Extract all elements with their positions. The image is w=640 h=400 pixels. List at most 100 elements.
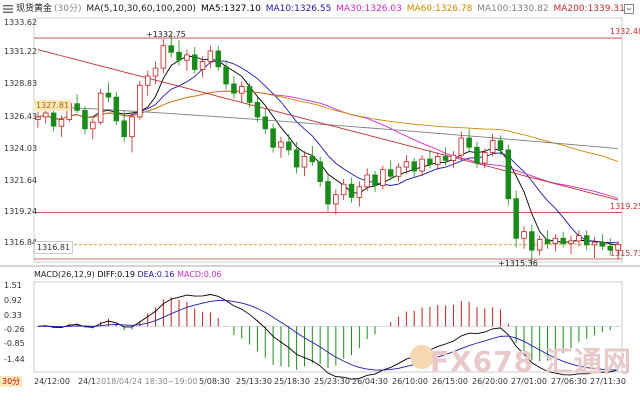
candle-body [254, 102, 261, 118]
candle [419, 155, 425, 177]
candle-body [348, 183, 355, 198]
candle-body [144, 75, 151, 86]
candle [356, 181, 363, 207]
candle-body [419, 158, 425, 172]
price-tick-0: 1333.62 [4, 18, 38, 27]
macd-diff: DIFF:0.19 [97, 270, 135, 279]
candle-body [301, 156, 308, 168]
candle [560, 231, 566, 248]
price-tick-2: 1328.83 [4, 79, 38, 88]
candle-body [458, 137, 465, 156]
candle-body [403, 161, 410, 168]
candle [576, 230, 582, 247]
x-tick-1: 24/1 [78, 377, 96, 386]
x-tick-4: 25/13:30 [236, 377, 272, 386]
ma-params: MA(5,10,30,60,100,200) [86, 4, 197, 14]
candle [207, 45, 214, 69]
candle-body [191, 54, 198, 70]
candle [583, 230, 590, 251]
macd-legend-bar: MACD(26,12,9) DIFF:0.19 DEA:0.16 MACD:0.… [34, 268, 640, 282]
price-tick-6: 1319.24 [4, 207, 38, 216]
candle-body [442, 156, 449, 161]
candle-body [246, 86, 253, 103]
candle [607, 238, 613, 256]
candle [144, 70, 151, 96]
candle [129, 112, 135, 153]
candle-body [474, 146, 480, 164]
candle [301, 151, 308, 177]
watermark-logo-icon [410, 345, 434, 369]
candle-body [568, 240, 574, 244]
candle [591, 236, 598, 259]
x-tick-10: 26/20:00 [472, 377, 508, 386]
candle [505, 144, 512, 206]
candle-body [536, 239, 543, 251]
macd-tick-5: -1.44 [4, 355, 25, 364]
candle-body [356, 186, 363, 198]
ma30-value: MA30:1326.03 [336, 4, 402, 14]
candle-body [497, 140, 504, 151]
candle-body [450, 154, 457, 161]
candle [176, 40, 182, 66]
menu-icon[interactable] [3, 4, 13, 14]
candle-body [50, 112, 57, 127]
candle [262, 109, 269, 135]
candle [191, 47, 198, 74]
candle [568, 235, 574, 255]
candle-body [286, 141, 292, 151]
candle-body [340, 183, 347, 196]
x-tick-13: 27/11:30 [590, 377, 626, 386]
collapse-icon[interactable] [624, 4, 634, 14]
candle-body [262, 116, 269, 130]
candle-body [223, 66, 229, 85]
watermark: FX678 汇通网 [430, 345, 632, 378]
left-badge-top: 1327.81 [34, 100, 72, 111]
right-mid-level: 1319.25 [610, 202, 640, 211]
candle-body [364, 174, 370, 188]
candle-body [137, 84, 143, 118]
price-plot-frame [33, 17, 623, 263]
candle [552, 234, 559, 252]
candle [474, 141, 480, 169]
candle [215, 45, 221, 71]
candle-body [97, 92, 104, 123]
candle-body [184, 54, 190, 61]
candle-body [231, 83, 237, 94]
candle-body [90, 121, 96, 130]
candle-body [544, 239, 551, 244]
candle-body [427, 158, 433, 165]
candle-body [113, 96, 120, 122]
candle-body [380, 169, 386, 186]
price-tick-7: 1316.84 [4, 238, 38, 247]
candle [58, 115, 65, 137]
candle-body [215, 50, 221, 68]
ma10-value: MA10:1326.55 [265, 4, 332, 14]
high-marker: +1332.75 [146, 30, 186, 39]
candle [450, 151, 457, 169]
candle [184, 49, 190, 71]
candle [427, 149, 433, 169]
price-tick-3: 1326.43 [4, 112, 38, 121]
candle-body [482, 152, 488, 164]
candle-body [160, 45, 167, 69]
timeframe-selector[interactable]: 30分 [0, 376, 23, 387]
candle-body [583, 235, 590, 246]
candle-body [270, 128, 276, 148]
macd-tick-2: 0.33 [4, 311, 22, 320]
candle-body [529, 231, 535, 251]
candle [615, 240, 621, 260]
candle [286, 134, 292, 156]
ma-legend-bar: 现货黄金 (30分) MA(5,10,30,60,100,200) MA5:132… [16, 0, 640, 18]
candle [105, 82, 112, 103]
candle [309, 145, 316, 166]
candle [231, 76, 237, 99]
candle [223, 60, 229, 90]
candle [599, 234, 606, 251]
timeframe-label: (30分) [54, 4, 82, 14]
candle-body [387, 169, 394, 177]
candle-body [552, 237, 559, 244]
candle [160, 39, 167, 74]
ma5-value: MA5:1327.10 [200, 4, 261, 14]
candle [513, 190, 519, 248]
